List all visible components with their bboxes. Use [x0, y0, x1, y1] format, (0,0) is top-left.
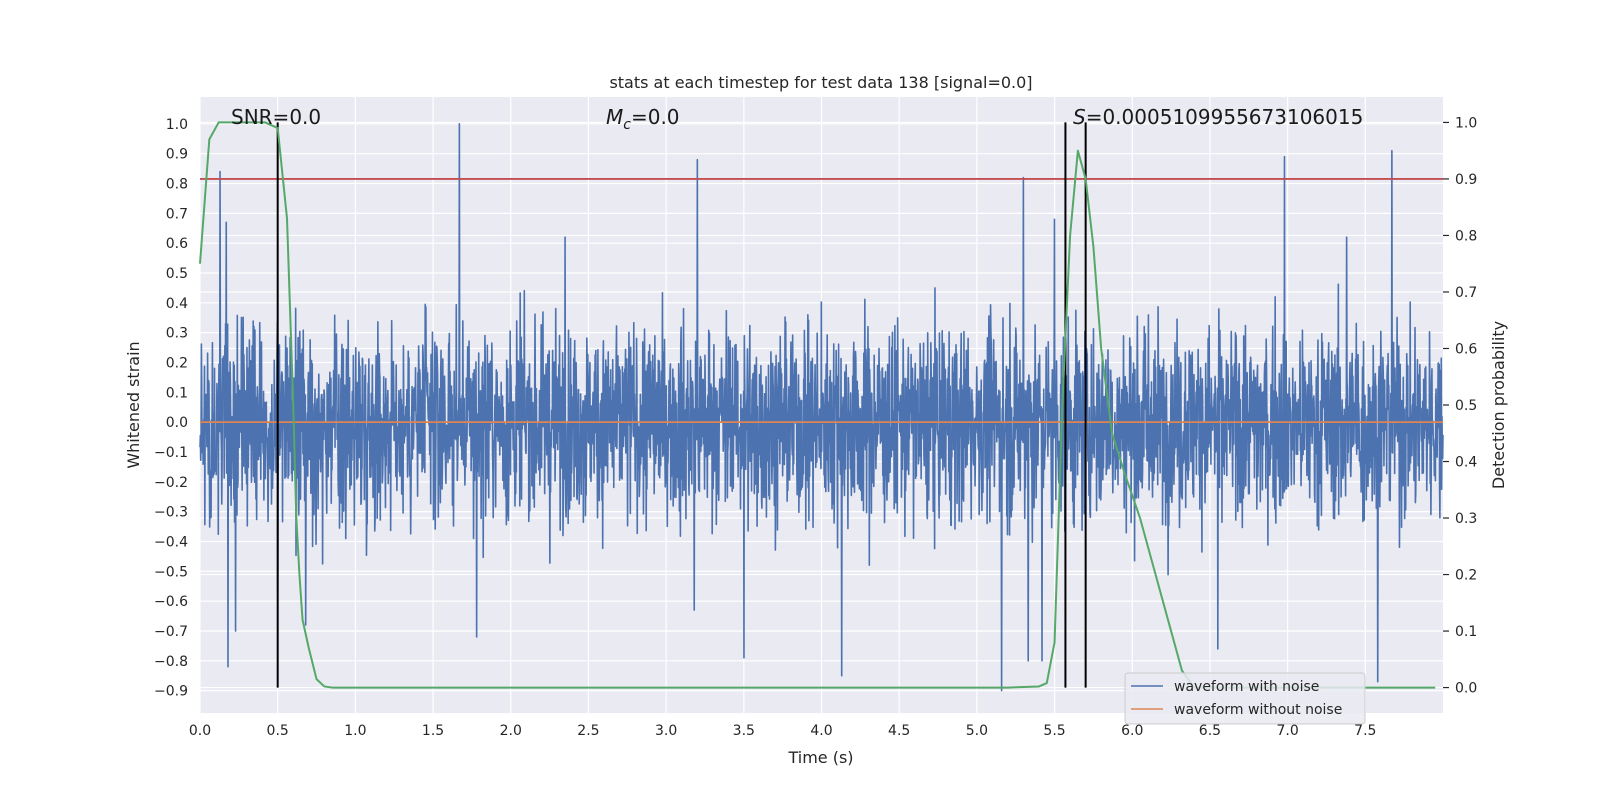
y-tick-label: 0.3 — [166, 326, 188, 342]
y-tick-label: −0.2 — [154, 475, 188, 491]
snr-prefix: SNR= — [231, 105, 289, 129]
x-tick-label: 3.0 — [655, 723, 677, 739]
y-tick-label: −0.6 — [154, 594, 188, 610]
y-tick-label: 0.7 — [166, 206, 188, 222]
y-tick-label: 0.6 — [166, 236, 188, 252]
y-tick-label: 0.1 — [166, 385, 188, 401]
y2-tick-label: 0.7 — [1455, 285, 1477, 301]
y2-tick-label: 0.9 — [1455, 172, 1477, 188]
y-tick-label: −0.9 — [154, 684, 188, 700]
y2-tick-label: 0.6 — [1455, 341, 1477, 357]
y2-tick-label: 0.4 — [1455, 455, 1477, 471]
waveform-with-noise-line — [199, 123, 1444, 692]
x-tick-label: 4.0 — [810, 723, 832, 739]
x-tick-label: 0.5 — [267, 723, 289, 739]
x-tick-label: 2.0 — [500, 723, 522, 739]
waveform-with-noise-series — [199, 123, 1444, 692]
y2-tick-label: 0.8 — [1455, 228, 1477, 244]
x-tick-label: 6.0 — [1121, 723, 1143, 739]
x-tick-label: 2.5 — [577, 723, 599, 739]
y-tick-label: 0.0 — [166, 415, 188, 431]
legend-box — [1124, 672, 1366, 725]
axes: 0.0 0.5 1.0 1.5 2.0 2.5 3.0 3.5 4.0 4.5 5.0 5.5 6.0 6… — [154, 115, 1477, 739]
y-tick-label: −0.3 — [154, 505, 188, 521]
detection-probability-line — [199, 121, 1436, 689]
y-tick-label: 0.8 — [166, 177, 188, 193]
snr-value: 0.0 — [289, 105, 321, 129]
snr-annotation: SNR=0.0 — [231, 105, 321, 129]
y-axis-label: Whitened strain — [124, 341, 143, 468]
y-tick-label: 1.0 — [166, 117, 188, 133]
x-tick-label: 7.0 — [1276, 723, 1298, 739]
x-tick-label: 4.5 — [888, 723, 910, 739]
legend: waveform with noise waveform without noi… — [1124, 672, 1366, 725]
y2-tick-label: 0.2 — [1455, 568, 1477, 584]
y-tick-label: 0.5 — [166, 266, 188, 282]
legend-label-noise: waveform with noise — [1174, 679, 1319, 695]
y-tick-label: −0.5 — [154, 564, 188, 580]
s-annotation: S=0.0005109955673106015 — [1073, 105, 1363, 129]
detection-probability-series — [199, 121, 1436, 689]
y-tick-label: 0.2 — [166, 355, 188, 371]
x-axis-label: Time (s) — [787, 748, 853, 767]
y2-tick-label: 0.5 — [1455, 398, 1477, 414]
x-tick-label: 0.0 — [189, 723, 211, 739]
s-symbol: S — [1073, 105, 1086, 129]
x-tick-label: 6.5 — [1199, 723, 1221, 739]
mc-symbol: M — [606, 105, 623, 129]
y2-tick-label: 0.0 — [1455, 681, 1477, 697]
x-tick-label: 3.5 — [733, 723, 755, 739]
chart-title: stats at each timestep for test data 138… — [609, 73, 1032, 92]
y2-tick-label: 1.0 — [1455, 115, 1477, 131]
mc-annotation: Mc=0.0 — [606, 105, 680, 133]
vertical-markers — [276, 122, 1087, 688]
legend-label-clean: waveform without noise — [1174, 702, 1342, 718]
y-tick-label: −0.4 — [154, 534, 188, 550]
x-tick-label: 5.0 — [966, 723, 988, 739]
y-tick-label: 0.9 — [166, 147, 188, 163]
y-tick-label: −0.1 — [154, 445, 188, 461]
s-value: =0.0005109955673106015 — [1086, 105, 1364, 129]
x-tick-label: 7.5 — [1354, 723, 1376, 739]
y-tick-label: 0.4 — [166, 296, 188, 312]
y2-tick-label: 0.1 — [1455, 624, 1477, 640]
y2-axis-label: Detection probability — [1489, 321, 1508, 489]
x-tick-label: 5.5 — [1043, 723, 1065, 739]
mc-subscript: c — [623, 117, 631, 133]
x-tick-label: 1.0 — [344, 723, 366, 739]
y-tick-label: −0.8 — [154, 654, 188, 670]
y-tick-label: −0.7 — [154, 624, 188, 640]
x-tick-label: 1.5 — [422, 723, 444, 739]
mc-value: =0.0 — [631, 105, 680, 129]
y2-tick-label: 0.3 — [1455, 511, 1477, 527]
